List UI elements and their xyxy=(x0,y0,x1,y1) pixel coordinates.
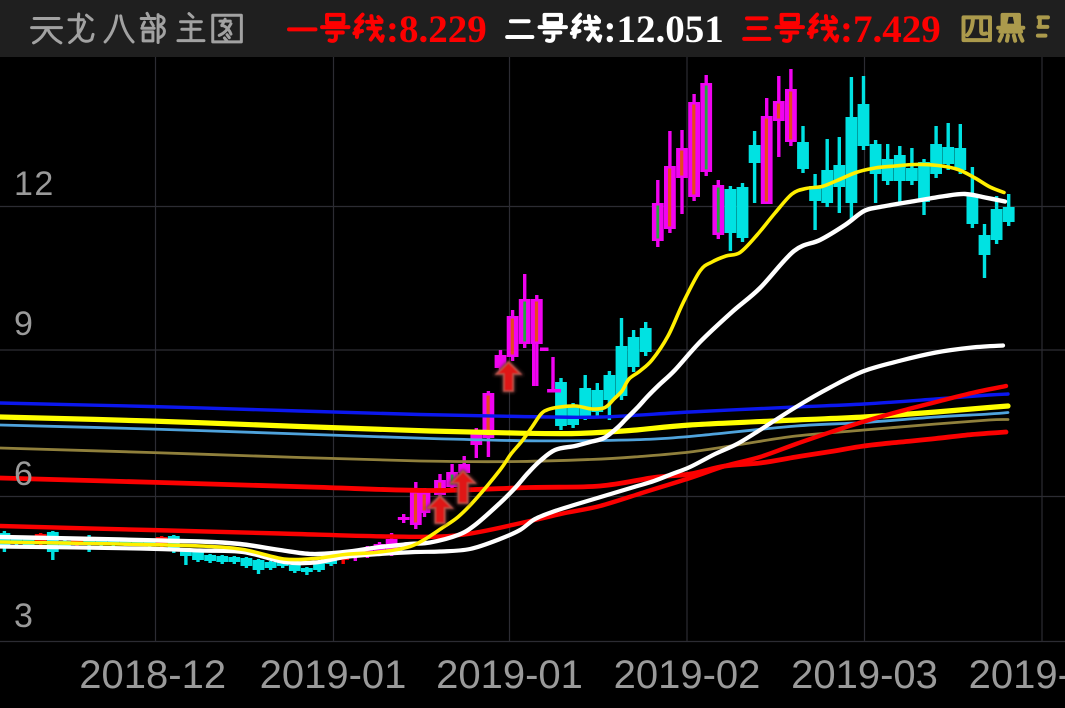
svg-text:2019-01: 2019-01 xyxy=(436,653,583,697)
svg-text:2019-03: 2019-03 xyxy=(791,653,938,697)
svg-text:12: 12 xyxy=(14,165,55,203)
svg-text:2018-12: 2018-12 xyxy=(79,653,226,697)
svg-text:9: 9 xyxy=(14,305,34,343)
svg-text::8.229: :8.229 xyxy=(386,8,487,51)
svg-text::7.429: :7.429 xyxy=(840,8,941,51)
svg-text:2019-04: 2019-04 xyxy=(969,653,1065,697)
svg-text:6: 6 xyxy=(14,455,34,493)
svg-text:2019-02: 2019-02 xyxy=(614,653,761,697)
svg-text:3: 3 xyxy=(14,597,34,635)
svg-text::12.051: :12.051 xyxy=(604,8,724,51)
svg-text:2019-01: 2019-01 xyxy=(260,653,407,697)
